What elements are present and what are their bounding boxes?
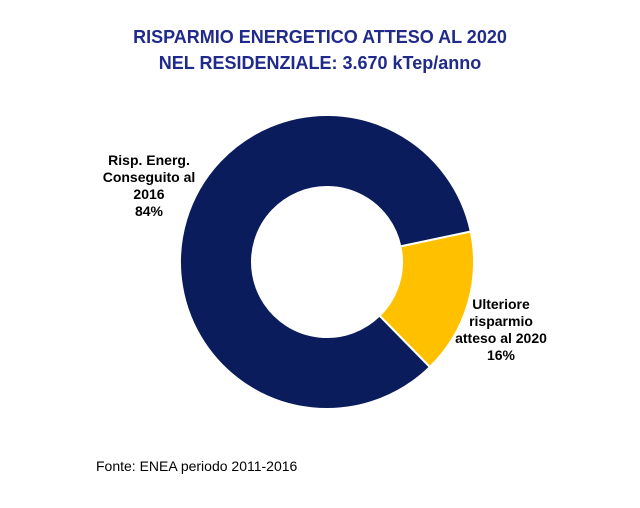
donut-slice-conseguito [179, 114, 472, 410]
chart-title-line-1: RISPARMIO ENERGETICO ATTESO AL 2020 [133, 27, 507, 47]
slice-label-conseguito-line-3: 2016 [133, 186, 165, 202]
slice-label-conseguito-line-2: Conseguito al [102, 169, 196, 185]
chart-title: RISPARMIO ENERGETICO ATTESO AL 2020 NEL … [0, 24, 640, 76]
slice-label-ulteriore: Ulteriore risparmio atteso al 2020 16% [426, 296, 576, 364]
slice-label-ulteriore-line-2: risparmio [469, 313, 533, 329]
slice-label-conseguito-line-1: Risp. Energ. [108, 152, 190, 168]
slice-label-ulteriore-line-3: atteso al 2020 [455, 330, 547, 346]
slice-percent-conseguito: 84% [134, 203, 164, 219]
slice-label-conseguito: Risp. Energ. Conseguito al 2016 84% [74, 152, 224, 220]
slice-label-ulteriore-line-1: Ulteriore [472, 296, 530, 312]
source-note: Fonte: ENEA periodo 2011-2016 [96, 458, 298, 474]
slice-percent-ulteriore: 16% [486, 347, 516, 363]
chart-title-line-2: NEL RESIDENZIALE: 3.670 kTep/anno [158, 53, 482, 73]
